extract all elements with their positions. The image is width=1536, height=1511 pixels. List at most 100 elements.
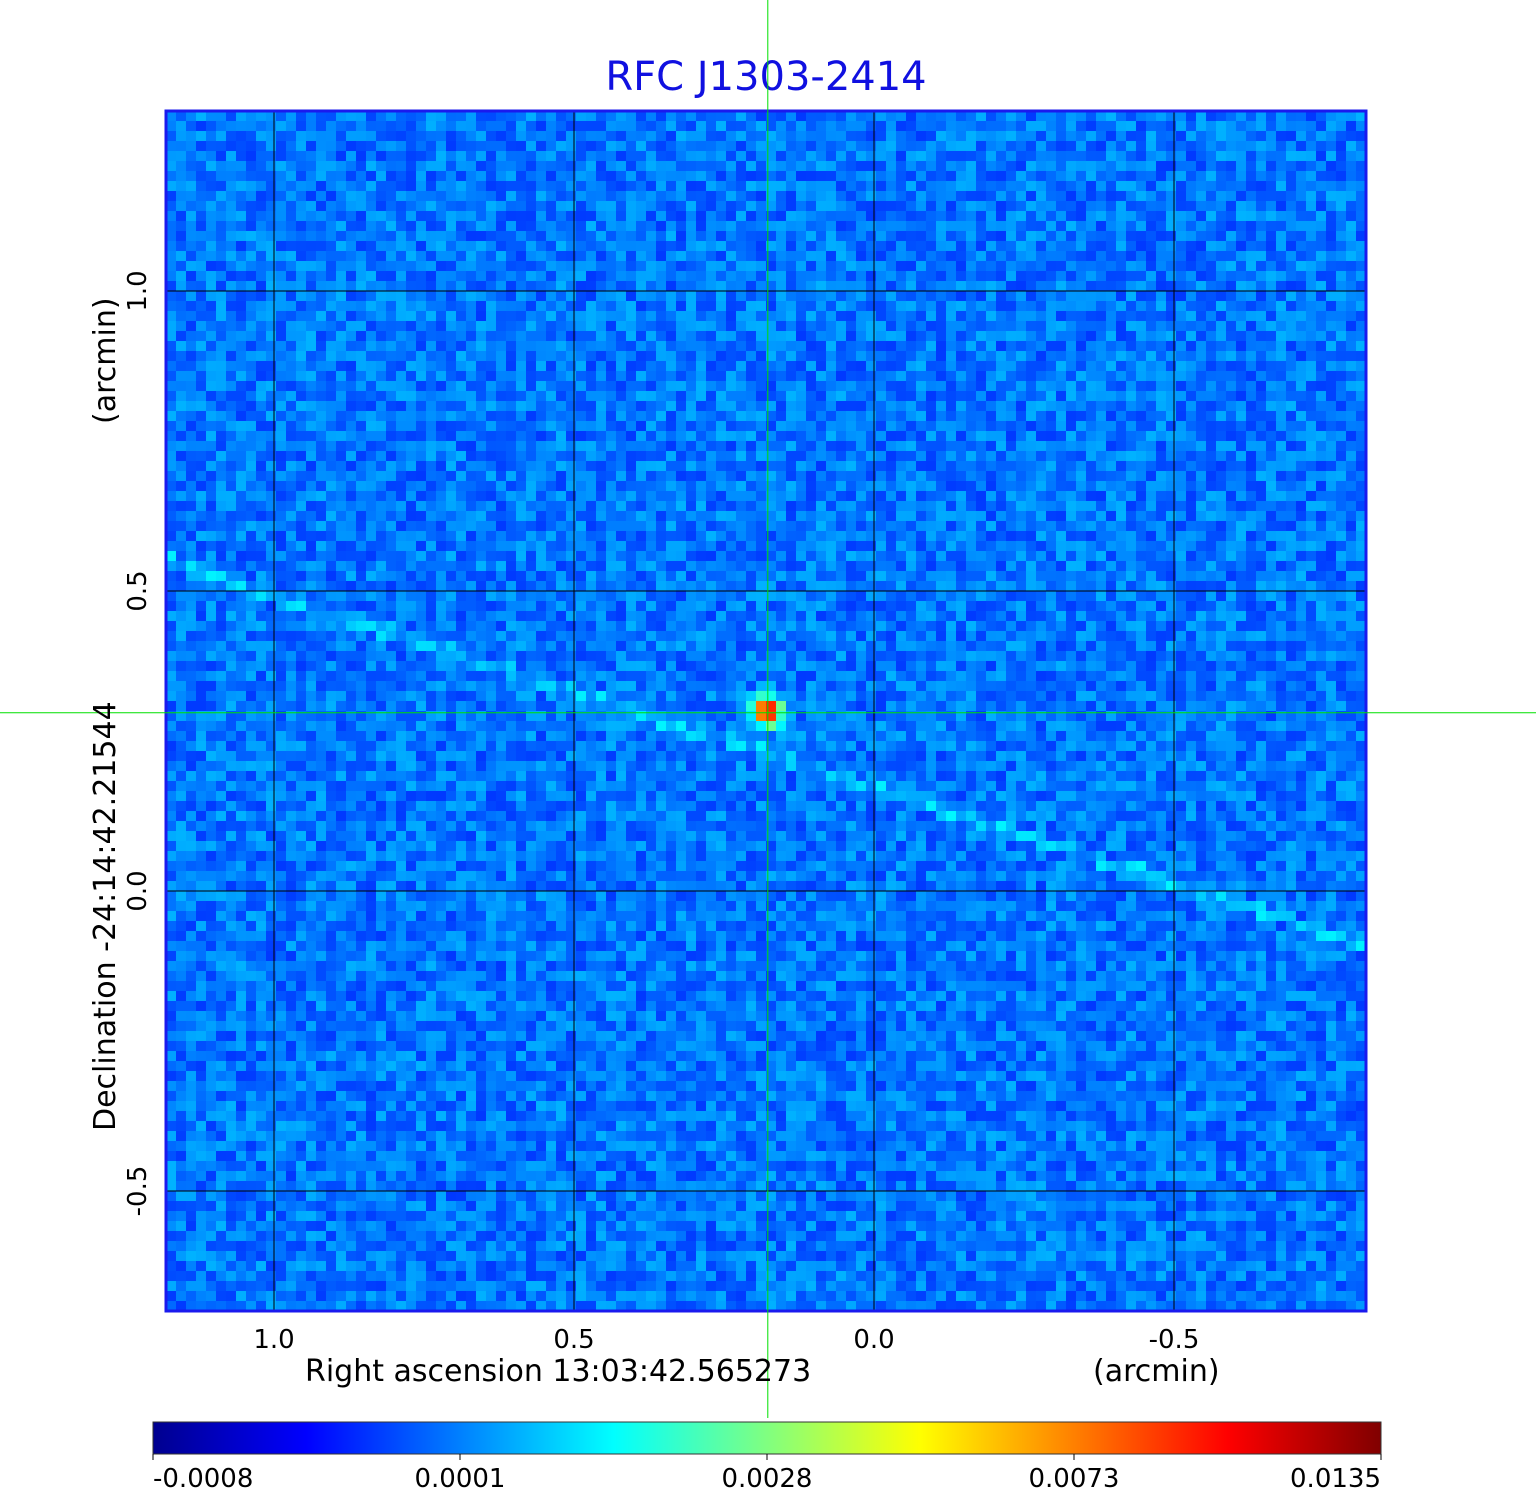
pixel	[396, 241, 407, 252]
pixel	[246, 521, 257, 532]
pixel	[1266, 441, 1277, 452]
pixel	[1066, 501, 1077, 512]
pixel	[686, 481, 697, 492]
pixel	[656, 361, 667, 372]
pixel	[1346, 321, 1357, 332]
pixel	[1186, 401, 1197, 412]
pixel	[1176, 141, 1187, 152]
pixel	[826, 471, 837, 482]
pixel	[196, 121, 207, 132]
pixel	[616, 151, 627, 162]
pixel	[166, 141, 177, 152]
pixel	[746, 151, 757, 162]
pixel	[996, 231, 1007, 242]
pixel	[1166, 361, 1177, 372]
pixel	[346, 431, 357, 442]
pixel	[966, 281, 977, 292]
pixel	[666, 251, 677, 262]
pixel	[1306, 471, 1317, 482]
pixel	[196, 351, 207, 362]
pixel	[986, 111, 997, 122]
pixel	[726, 121, 737, 132]
pixel	[276, 141, 287, 152]
pixel	[846, 361, 857, 372]
pixel	[966, 421, 977, 432]
pixel	[466, 391, 477, 402]
pixel	[666, 141, 677, 152]
pixel	[1046, 441, 1057, 452]
pixel	[856, 361, 867, 372]
pixel	[736, 351, 747, 362]
pixel	[1226, 331, 1237, 342]
pixel	[486, 121, 497, 132]
pixel	[1046, 481, 1057, 492]
pixel	[516, 281, 527, 292]
pixel	[616, 391, 627, 402]
pixel	[666, 501, 677, 512]
pixel	[726, 211, 737, 222]
pixel	[826, 421, 837, 432]
pixel	[326, 321, 337, 332]
pixel	[1256, 201, 1267, 212]
pixel	[1156, 311, 1167, 322]
pixel	[346, 331, 357, 342]
pixel	[946, 341, 957, 352]
pixel	[1256, 141, 1267, 152]
pixel	[226, 521, 237, 532]
pixel	[616, 331, 627, 342]
pixel	[206, 191, 217, 202]
pixel	[576, 431, 587, 442]
pixel	[846, 151, 857, 162]
pixel	[736, 481, 747, 492]
pixel	[276, 291, 287, 302]
pixel	[406, 281, 417, 292]
pixel	[426, 311, 437, 322]
pixel	[166, 151, 177, 162]
pixel	[346, 181, 357, 192]
pixel	[266, 411, 277, 422]
pixel	[356, 521, 367, 532]
pixel	[386, 281, 397, 292]
pixel	[1266, 361, 1277, 372]
pixel	[456, 251, 467, 262]
pixel	[576, 121, 587, 132]
pixel	[1246, 301, 1257, 312]
pixel	[1286, 231, 1297, 242]
pixel	[316, 361, 327, 372]
pixel	[616, 451, 627, 462]
pixel	[506, 391, 517, 402]
pixel	[856, 211, 867, 222]
pixel	[1176, 191, 1187, 202]
pixel	[1116, 461, 1127, 472]
pixel	[256, 131, 267, 142]
pixel	[696, 271, 707, 282]
pixel	[166, 281, 177, 292]
pixel	[876, 411, 887, 422]
pixel	[416, 211, 427, 222]
pixel	[1106, 171, 1117, 182]
pixel	[1256, 361, 1267, 372]
pixel	[786, 131, 797, 142]
pixel	[206, 271, 217, 282]
pixel	[906, 331, 917, 342]
pixel	[856, 281, 867, 292]
pixel	[636, 251, 647, 262]
pixel	[376, 441, 387, 452]
pixel	[676, 131, 687, 142]
pixel	[606, 491, 617, 502]
pixel	[406, 231, 417, 242]
pixel	[256, 501, 267, 512]
pixel	[336, 241, 347, 252]
pixel	[546, 401, 557, 412]
pixel	[426, 251, 437, 262]
pixel	[836, 201, 847, 212]
pixel	[1326, 381, 1337, 392]
pixel	[506, 191, 517, 202]
pixel	[806, 311, 817, 322]
pixel	[666, 411, 677, 422]
pixel	[256, 361, 267, 372]
pixel	[576, 361, 587, 372]
pixel	[496, 281, 507, 292]
pixel	[856, 321, 867, 332]
pixel	[596, 361, 607, 372]
